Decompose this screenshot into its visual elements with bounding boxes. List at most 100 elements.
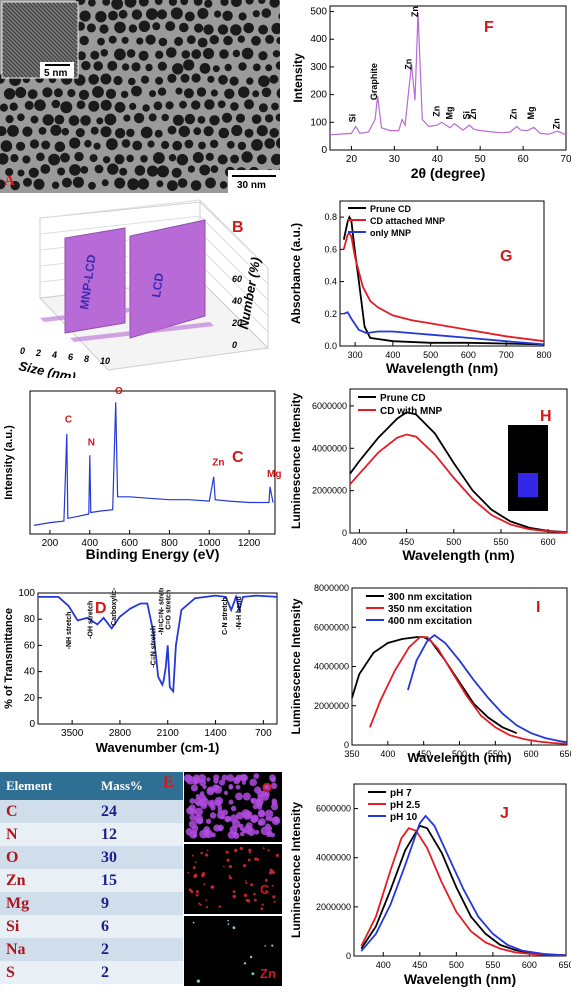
nanoparticle [89,154,98,163]
nanoparticle [230,154,240,164]
table-row: Mg 9 [0,892,183,915]
panel-j-letter: J [500,805,509,822]
map-dot [243,962,247,965]
nanoparticle [114,101,126,113]
legend-label: 400 nm excitation [388,616,472,627]
nanoparticle [127,178,140,191]
y-tick-label: 0.0 [324,341,337,351]
panel-i-luminescence: 350 400 450 500 550 600 650 0 2000000 4000000 6000… [288,578,571,766]
y-tick-label: 2000000 [314,701,349,711]
nanoparticle [114,48,126,61]
nanoparticle [275,61,280,70]
map-dot [243,893,248,897]
x-tick-label: 8 [84,354,89,364]
nanoparticle [205,177,216,189]
table-row: Zn 15 [0,869,183,892]
nanoparticle [148,113,157,122]
nanoparticle [265,64,273,72]
map-dot [273,900,276,903]
y-tick-label: 20 [24,693,36,704]
nanoparticle [74,151,84,162]
x-tick-label: 800 [536,350,551,360]
map-dot [240,774,248,782]
nanoparticle [246,77,254,85]
y-axis-title: Intensity [291,53,305,103]
panel-h-letter: H [540,408,552,425]
map-dot [214,796,224,806]
nanoparticle [231,0,242,7]
nanoparticle [120,90,129,99]
nanoparticle [128,24,138,33]
nanoparticle [192,152,204,163]
x-tick-label: 550 [488,749,503,759]
y-tick-label: 0 [342,528,347,538]
x-tick-label: 800 [161,538,178,549]
map-dot [241,809,251,819]
nanoparticle [114,128,126,139]
nanoparticle [42,114,54,126]
map-dot [203,830,210,837]
lattice-fringe [1,69,11,79]
map-dot [229,825,238,834]
nanoparticle [232,49,241,58]
plot-frame [349,388,568,534]
wall-grid [199,215,269,285]
legend-label: CD attached MNP [370,216,445,226]
nanoparticle [181,50,191,59]
nanoparticle [196,87,207,97]
x-tick-label: 2 [35,348,41,358]
nanoparticle [9,102,18,111]
table-row: N 12 [0,823,183,846]
table-row: C 24 [0,800,183,823]
lattice-fringe [9,1,79,71]
nanoparticle [53,88,63,98]
map-dot [226,858,230,862]
map-dot [253,892,256,896]
nanoparticle [128,77,136,86]
mass-cell: 30 [95,846,183,869]
y-axis-title: Intensity (a.u.) [3,425,15,500]
nanoparticle [90,126,99,135]
xps-peak-label: O [115,386,123,397]
nanoparticle [209,35,219,45]
nanoparticle [131,9,143,20]
y-tick-label: 2000000 [316,902,351,912]
y-tick-label: 4000000 [312,443,347,453]
wall-grid [39,215,201,235]
element-cell: C [0,800,96,823]
series-line [343,311,545,346]
map-dot [234,848,238,853]
nanoparticle [210,165,219,174]
x-tick-label: 2100 [157,728,180,739]
element-cell: N [0,823,96,846]
legend-label: Prune CD [380,393,426,404]
xrd-peak-label: Zn [552,118,562,129]
x-tick-label: 500 [423,350,438,360]
elemental-table: Element Mass% C 24 N 12 O 30 Zn 15 Mg 9 Si 6 N… [0,772,183,984]
nanoparticle [138,0,149,7]
lattice-fringe [1,37,43,79]
legend-label: CD with MNP [380,406,443,417]
tem-micrograph [0,0,280,193]
map-dot [254,830,260,835]
nanoparticle [229,76,239,86]
nanoparticle [136,37,144,45]
nanoparticle [88,100,100,112]
elemental-maps: O C Zn [184,772,282,986]
lattice-fringe [1,33,47,79]
nanoparticle [212,65,220,73]
mass-cell: 2 [95,938,183,961]
lattice-fringe [37,1,79,43]
nanoparticle [100,73,112,85]
nanoparticle [140,155,148,163]
nanoparticle [199,63,211,74]
nanoparticle [145,63,153,72]
nanoparticle [155,50,164,59]
nanoparticle [187,165,195,173]
nanoparticle [24,100,34,110]
map-dot [265,816,270,821]
x-tick-label: 2800 [109,728,132,739]
ftir-band-label: C-N stretch [222,597,229,635]
nanoparticle [210,89,218,97]
nanoparticle [224,63,232,72]
